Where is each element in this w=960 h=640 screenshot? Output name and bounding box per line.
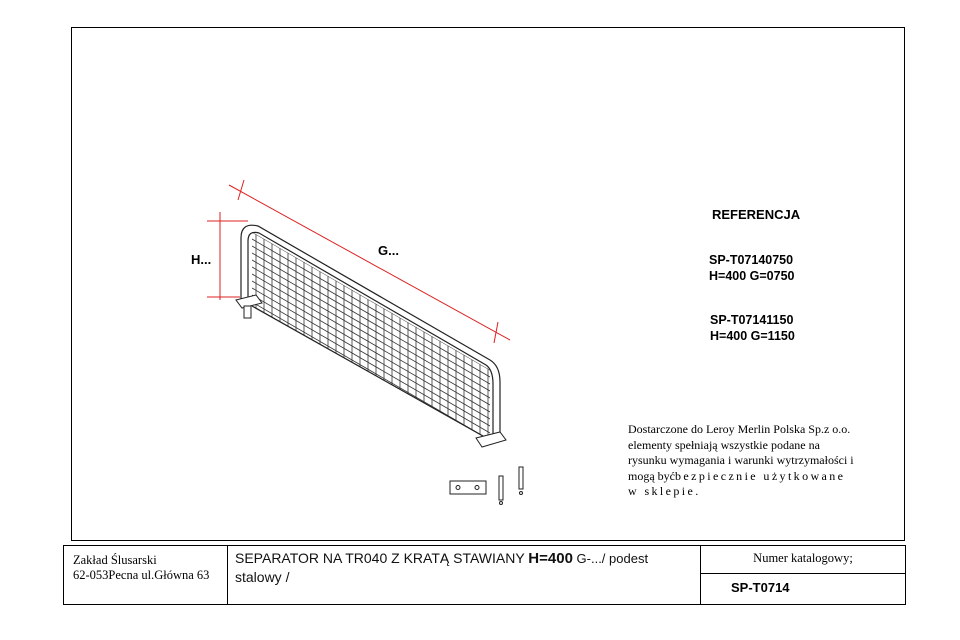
- reference-item-1: SP-T07140750 H=400 G=0750: [709, 252, 795, 284]
- dimension-line-g: [228, 184, 511, 341]
- catalog-number: SP-T0714: [731, 580, 790, 595]
- dimension-label-h: H...: [191, 252, 212, 267]
- note-line: w sklepie.: [628, 484, 701, 498]
- catalog-label: Numer katalogowy;: [701, 546, 905, 574]
- bolt-set: [498, 466, 524, 505]
- description-cell: SEPARATOR NA TR040 Z KRATĄ STAWIANY H=40…: [228, 546, 701, 604]
- tube-frame: [240, 224, 501, 441]
- description-text: stalowy /: [235, 569, 290, 585]
- description-text: SEPARATOR NA TR040 Z KRATĄ STAWIANY: [235, 550, 529, 566]
- catalog-cell: Numer katalogowy; SP-T0714: [701, 546, 905, 604]
- delivery-note: Dostarczone do Leroy Merlin Polska Sp.z …: [628, 422, 898, 500]
- title-block: Zakład Ślusarski 62-053Pecna ul.Główna 6…: [63, 545, 906, 605]
- company-cell: Zakład Ślusarski 62-053Pecna ul.Główna 6…: [64, 546, 228, 604]
- note-text-spaced: bezpiecznie użytkowane: [675, 468, 846, 483]
- reference-spec: H=400 G=0750: [709, 269, 795, 283]
- note-text: mogą być: [628, 468, 675, 483]
- note-line: Dostarczone do Leroy Merlin Polska Sp.z …: [628, 422, 851, 436]
- mesh-panel: [252, 232, 490, 440]
- reference-spec: H=400 G=1150: [710, 329, 795, 343]
- dimension-label-g: G...: [378, 243, 399, 258]
- base-foot-left: [235, 294, 263, 319]
- reference-item-2: SP-T07141150 H=400 G=1150: [710, 312, 795, 344]
- dimension-tick-g2: [493, 321, 499, 344]
- base-foot-right: [475, 431, 507, 448]
- note-line: mogą byćbezpiecznie użytkowane: [628, 469, 898, 485]
- company-address: 62-053Pecna ul.Główna 63: [73, 568, 210, 582]
- reference-code: SP-T07141150: [710, 313, 794, 327]
- dimension-tick-g1: [237, 179, 245, 201]
- description-height: H=400: [528, 550, 573, 567]
- reference-code: SP-T07140750: [709, 253, 794, 267]
- mounting-plate: [449, 480, 487, 495]
- reference-title: REFERENCJA: [712, 207, 801, 222]
- drawing-frame: [71, 27, 905, 541]
- note-line: elementy spełniają wszystkie podane na: [628, 437, 820, 452]
- note-line: rysunku wymagania i warunki wytrzymałośc…: [628, 453, 854, 467]
- company-name: Zakład Ślusarski: [73, 553, 157, 567]
- description-text: G-.../ podest: [572, 551, 649, 566]
